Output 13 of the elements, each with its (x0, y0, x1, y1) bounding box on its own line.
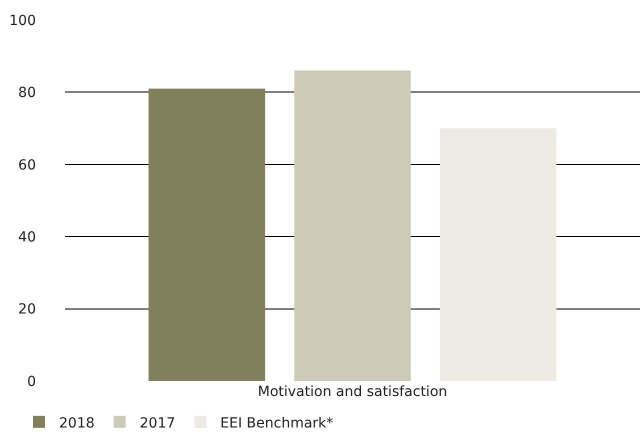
x-tick-label: Motivation and satisfaction (258, 384, 448, 400)
y-tick-label: 40 (18, 230, 36, 246)
bar (440, 128, 556, 381)
legend-label: EEI Benchmark* (220, 415, 334, 432)
legend-label: 2018 (59, 415, 95, 432)
y-tick-label: 20 (18, 302, 36, 318)
y-tick-label: 60 (18, 157, 36, 174)
y-tick-label: 0 (27, 374, 36, 390)
legend-label: 2017 (140, 415, 176, 432)
bar (294, 70, 411, 381)
y-tick-label: 100 (9, 12, 36, 29)
y-tick-label: 80 (18, 85, 36, 102)
bar (148, 88, 266, 381)
